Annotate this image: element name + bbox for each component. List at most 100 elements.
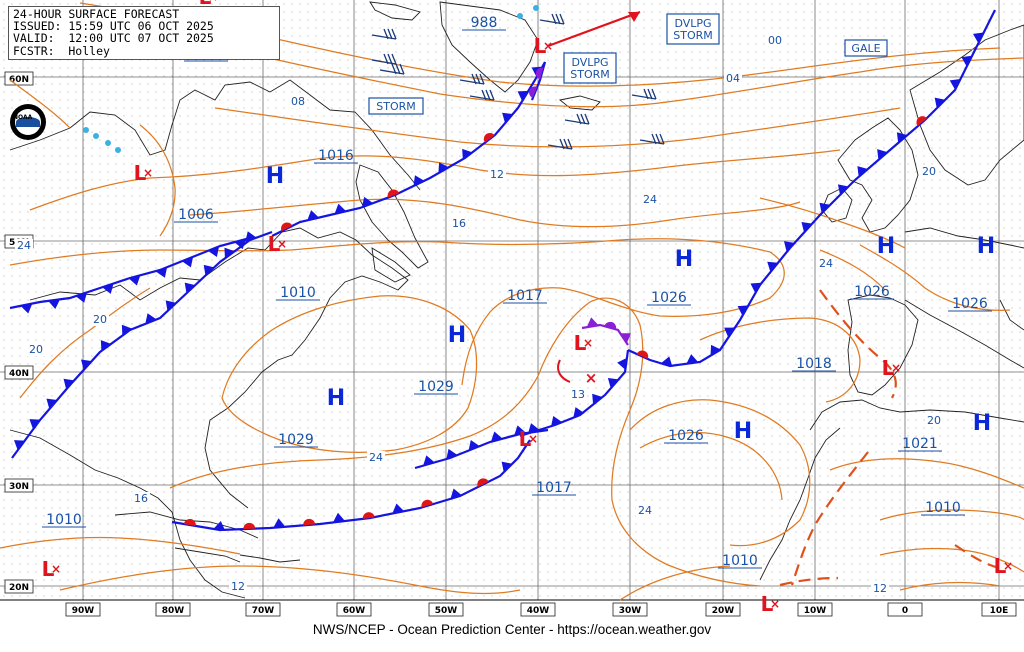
- warm-front-bump: [604, 321, 617, 330]
- barb-flag: [643, 88, 649, 100]
- cold-front-barb: [607, 377, 619, 389]
- cold-front-barb: [949, 79, 961, 90]
- low-pressure-symbol: L: [134, 161, 147, 185]
- barb-flag: [551, 13, 557, 25]
- isobar: [639, 431, 783, 501]
- cold-front-barb: [502, 112, 513, 124]
- cold-front-barb: [181, 256, 194, 268]
- lat-label-box: [4, 579, 34, 594]
- lon-label-box: [155, 602, 191, 617]
- isobar-label-bg: [289, 95, 307, 108]
- frontal-boundaries: [9, 5, 1001, 587]
- cold-front-barb: [145, 313, 157, 324]
- isobar: [214, 107, 901, 148]
- precip-dot: [115, 147, 121, 153]
- low-pressure-symbol: L: [268, 232, 281, 256]
- central-pressure-label: 1010: [722, 553, 758, 569]
- barb-flag: [383, 28, 389, 40]
- low-center-mark: ×: [891, 361, 901, 375]
- high-pressure-symbol: H: [973, 411, 991, 436]
- isobar-label-bg: [15, 239, 33, 252]
- central-pressure-label: 1026: [952, 296, 988, 312]
- warm-front-bump: [183, 518, 196, 526]
- cold-front-barb: [392, 503, 405, 514]
- isobar-lines: [0, 2, 1024, 601]
- cold-front-barb: [801, 221, 813, 233]
- barb-flag: [651, 88, 657, 100]
- central-pressure-label: 1017: [536, 480, 572, 496]
- barb-flag: [580, 113, 586, 125]
- barb-flag: [584, 113, 590, 125]
- cold-front-barb: [184, 282, 196, 294]
- barb-flag: [485, 89, 491, 101]
- barb-flag: [563, 138, 569, 150]
- low-center-mark: ×: [583, 336, 593, 350]
- trough-line: [954, 544, 1001, 570]
- isobar-label-bg: [641, 193, 659, 206]
- low-motion-arrow: [557, 359, 571, 383]
- isobar-value-label: 20: [927, 414, 941, 427]
- barb-flag: [399, 63, 405, 75]
- cold-front-barb: [517, 90, 529, 102]
- coastline: [369, 1, 421, 21]
- cold-front-barb: [468, 439, 480, 451]
- isobar: [59, 565, 521, 595]
- central-pressure-label: 988: [471, 15, 498, 31]
- cold-front-barb: [75, 292, 88, 303]
- coastline: [371, 247, 411, 283]
- low-pressure-symbol: L: [761, 592, 774, 616]
- cold-front-barb: [490, 431, 503, 442]
- isobar-value-label: 12: [873, 582, 887, 595]
- isobar: [619, 565, 731, 601]
- high-pressure-symbol: H: [877, 234, 895, 259]
- cold-front-barb: [100, 340, 112, 351]
- header-valid: VALID: 12:00 UTC 07 OCT 2025: [13, 31, 214, 46]
- high-pressure-symbol: H: [266, 164, 284, 189]
- low-motion-arrow: [547, 10, 641, 48]
- isobar-label-bg: [132, 492, 150, 505]
- central-pressure-label: 1010: [46, 512, 82, 528]
- central-pressure-label: 1010: [925, 500, 961, 516]
- cold-front-barb: [686, 354, 699, 364]
- cold-front-barb: [334, 203, 347, 214]
- lon-label-box: [612, 602, 648, 617]
- noaa-logo: NOAA: [10, 104, 46, 140]
- central-pressure-label: 1029: [278, 432, 314, 448]
- isobar: [9, 79, 71, 129]
- lon-label: 10E: [990, 606, 1009, 616]
- coastline: [809, 399, 1024, 431]
- barb-flag: [559, 13, 565, 25]
- isobar: [29, 149, 841, 211]
- lon-label: 40W: [527, 606, 550, 616]
- high-pressure-symbol: H: [977, 234, 995, 259]
- low-center-mark: ×: [1003, 559, 1013, 573]
- isobar: [819, 249, 886, 291]
- lat-label-box: [4, 478, 34, 493]
- lon-label: 70W: [252, 606, 275, 616]
- barb-flag: [651, 133, 657, 145]
- low-pressure-symbol: L: [519, 427, 532, 451]
- isobar-label-bg: [569, 388, 587, 401]
- isobar: [879, 509, 1024, 521]
- cold-front-barb: [620, 333, 631, 344]
- lat-label: 40N: [9, 369, 29, 379]
- wind-barb: [371, 28, 397, 40]
- low-center-mark: ×: [528, 432, 538, 446]
- low-pressure-symbol: L: [882, 356, 895, 380]
- isobar-value-label: 08: [291, 95, 305, 108]
- cold-front-barb: [710, 344, 721, 356]
- lat-label-box: [4, 365, 34, 380]
- cold-front-barb: [81, 359, 92, 370]
- isobar: [759, 197, 906, 249]
- wind-barb: [379, 63, 405, 75]
- isobar-label-bg: [920, 165, 938, 178]
- central-pressure-label: 1017: [507, 288, 543, 304]
- warm-front-bump: [483, 132, 495, 143]
- cold-front-barb: [438, 162, 449, 174]
- barb-flag: [395, 63, 401, 75]
- cold-front-barb: [573, 407, 585, 418]
- wind-barb: [371, 53, 397, 65]
- lon-label: 20W: [712, 606, 735, 616]
- cold-front-barb: [450, 488, 462, 499]
